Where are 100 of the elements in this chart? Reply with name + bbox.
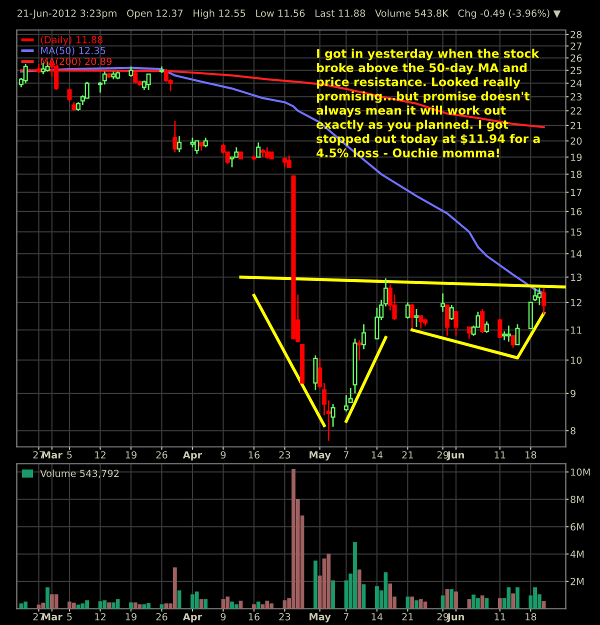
x-tick-label: 16 <box>248 613 260 620</box>
candlestick <box>133 70 138 84</box>
candlestick <box>330 403 336 428</box>
bar <box>406 596 410 609</box>
bar <box>511 593 516 609</box>
candlestick <box>537 288 542 306</box>
candlestick <box>67 88 72 103</box>
bar <box>80 603 85 609</box>
bar <box>414 600 418 609</box>
candlestick <box>410 303 414 330</box>
bar <box>54 594 58 609</box>
x-tick-label: 9 <box>220 451 226 459</box>
y-tick-label: 23 <box>570 93 582 101</box>
candlestick <box>414 308 419 328</box>
x-tick-label: 23 <box>279 613 290 620</box>
y-tick-label: 19 <box>571 154 582 161</box>
bar <box>107 602 111 609</box>
bar <box>450 589 454 609</box>
y-tick-label: 17 <box>571 188 582 196</box>
y-tick-label: 18 <box>571 170 582 178</box>
bar <box>498 598 502 609</box>
candlestick <box>449 304 454 321</box>
bar <box>256 602 260 609</box>
bar <box>46 587 50 609</box>
candlestick <box>466 326 472 340</box>
y-tick-label: 25 <box>570 66 582 74</box>
x-tick-label: 11 <box>494 613 506 620</box>
bar <box>226 596 230 609</box>
y-tick-label: 26 <box>570 54 582 62</box>
bar <box>362 584 366 609</box>
bar <box>265 600 270 609</box>
bar <box>331 580 335 609</box>
candlestick <box>286 154 292 168</box>
y-tick-label: 15 <box>571 228 582 236</box>
y-tick-label: 28 <box>570 30 582 38</box>
y-tick-label: 9 <box>570 390 576 398</box>
candlestick <box>515 324 520 346</box>
x-tick-label: 9 <box>220 613 226 620</box>
candlestick <box>102 70 107 86</box>
x-tick-label: 12 <box>95 613 106 620</box>
bar <box>98 601 102 609</box>
y-tick-label: 12 <box>571 298 582 306</box>
bar <box>260 604 265 609</box>
bar <box>357 569 362 609</box>
candlestick <box>190 137 195 148</box>
candlestick <box>506 324 511 342</box>
candlestick <box>480 308 485 334</box>
x-tick-label: 19 <box>126 613 136 620</box>
x-tick-label: 12 <box>95 451 106 458</box>
candlestick <box>440 292 446 312</box>
x-tick-label: May <box>310 451 331 460</box>
x-tick-label: 21 <box>402 451 413 458</box>
y-tick-label: 27 <box>570 42 582 50</box>
bar <box>133 602 138 609</box>
y-tick-label: 8 <box>570 427 576 434</box>
y-tick-label: 6M <box>570 523 584 531</box>
legend-label: Volume 543,792 <box>40 470 119 478</box>
candlestick <box>361 324 366 350</box>
bar <box>160 604 164 609</box>
bar <box>19 603 24 609</box>
x-tick-label: Apr <box>182 613 202 622</box>
bar <box>116 599 120 609</box>
bar <box>221 599 226 609</box>
y-tick-label: 24 <box>570 80 582 87</box>
bar <box>102 600 107 609</box>
y-tick-label: 11 <box>571 326 582 334</box>
bar <box>445 589 450 609</box>
x-tick-label: 23 <box>279 451 290 459</box>
candlestick <box>23 63 28 84</box>
bar <box>172 567 177 609</box>
candlestick <box>256 142 261 158</box>
x-tick-label: 7 <box>344 451 348 458</box>
legend-label: MA(50) 12.35 <box>41 46 106 56</box>
bar <box>506 587 511 609</box>
bar <box>76 604 80 609</box>
x-tick-label: 11 <box>494 451 506 458</box>
x-tick-label: Apr <box>182 451 202 460</box>
bar <box>41 602 46 609</box>
bar <box>138 604 142 609</box>
legend-label: MA(200) 20.89 <box>41 58 112 66</box>
bar <box>418 599 423 609</box>
legend-label: (Daily) 11.88 <box>40 36 103 46</box>
bar <box>326 554 331 609</box>
bar <box>467 599 472 609</box>
y-tick-label: 13 <box>571 274 582 281</box>
candlestick <box>444 304 450 336</box>
y-tick-label: 21 <box>570 122 582 130</box>
bar <box>480 595 484 609</box>
x-tick-label: 14 <box>372 451 383 458</box>
y-tick-label: 10M <box>571 468 590 476</box>
x-tick-label: 16 <box>248 451 260 459</box>
y-tick-label: 2M <box>570 578 584 586</box>
candlestick <box>454 311 458 336</box>
y-tick-label: 8M <box>570 496 584 504</box>
bar <box>542 601 546 609</box>
bar <box>440 595 445 609</box>
bar <box>252 604 256 609</box>
x-tick-label: 18 <box>526 613 536 620</box>
bar <box>238 600 243 609</box>
candlestick <box>203 137 208 148</box>
